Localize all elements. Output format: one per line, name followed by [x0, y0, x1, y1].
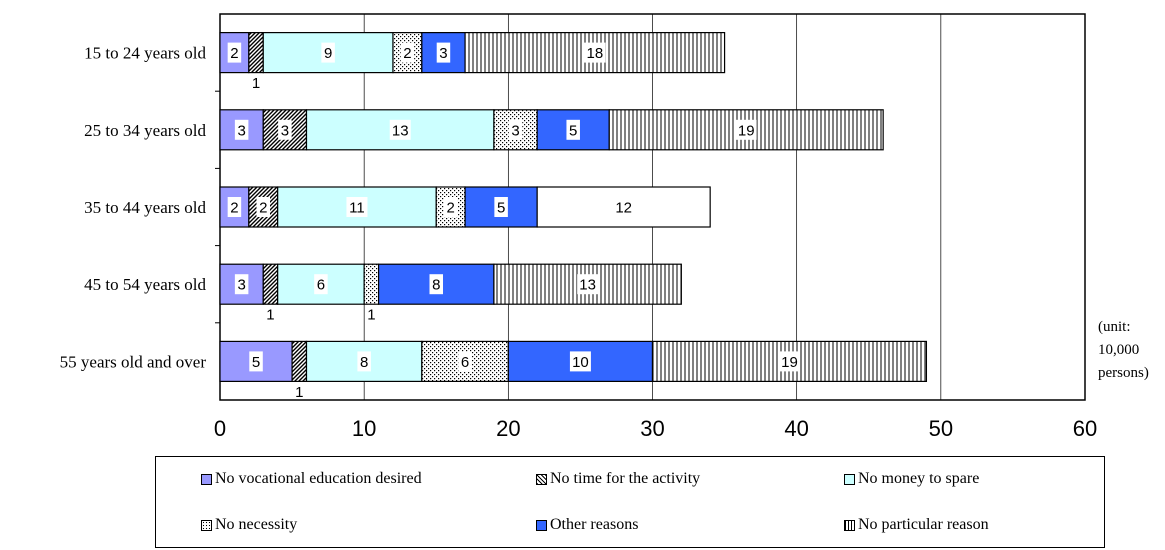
data-label-bg	[443, 197, 458, 217]
data-label: 13	[579, 277, 596, 294]
legend-swatch	[844, 519, 855, 531]
data-label-bg	[778, 351, 800, 372]
data-label: 3	[281, 122, 289, 139]
data-label-bg	[357, 351, 371, 372]
bar-segment	[363, 263, 380, 305]
data-label-bg	[429, 274, 443, 295]
data-label: 13	[392, 122, 409, 139]
legend-swatch	[536, 519, 547, 531]
data-label: 10	[572, 354, 589, 371]
data-label: 2	[230, 45, 238, 62]
bar-segment	[248, 31, 264, 74]
legend-swatch	[536, 473, 547, 485]
legend-item: No time for the activity	[536, 470, 700, 488]
data-label: 9	[324, 45, 332, 62]
legend-label: No time for the activity	[550, 470, 701, 487]
legend-swatch	[201, 473, 212, 485]
data-label-bg	[249, 351, 263, 372]
data-label: 11	[349, 200, 365, 217]
data-label: 1	[266, 307, 274, 324]
data-label-bg	[508, 119, 523, 140]
data-label: 18	[586, 45, 603, 62]
data-label-bg	[584, 42, 606, 63]
legend-label: No vocational education desired	[215, 470, 422, 487]
data-label-bg	[321, 42, 335, 63]
data-label-bg	[256, 197, 270, 217]
data-label: 3	[237, 122, 245, 139]
unit-note: (unit: 10,000 persons)	[1098, 319, 1149, 381]
data-label: 6	[317, 277, 325, 294]
data-label: 1	[295, 384, 303, 401]
data-label-bg	[314, 274, 328, 295]
data-label: 5	[252, 354, 260, 371]
legend-item: No money to spare	[844, 470, 979, 488]
data-label-bg	[494, 197, 508, 217]
data-label-bg	[234, 119, 249, 140]
data-label: 2	[446, 200, 454, 217]
legend-label: Other reasons	[550, 516, 639, 533]
data-label: 2	[230, 200, 238, 217]
x-tick-label: 10	[352, 416, 376, 441]
x-tick-label: 20	[496, 416, 520, 441]
category-label: 45 to 54 years old	[84, 275, 206, 294]
data-label: 6	[461, 354, 469, 371]
data-label-bg	[569, 351, 591, 372]
data-label-bg	[436, 42, 451, 63]
data-label: 8	[360, 354, 368, 371]
category-label: 15 to 24 years old	[84, 44, 206, 63]
data-label-bg	[234, 274, 249, 295]
bar-segment	[262, 263, 279, 305]
data-label: 3	[237, 277, 245, 294]
legend-item: Other reasons	[536, 516, 638, 534]
x-tick-label: 30	[640, 416, 664, 441]
data-label-bg	[458, 351, 472, 372]
data-label: 3	[511, 122, 519, 139]
x-axis-tick-labels: 0 10 20 30 40 50 60	[214, 416, 1097, 441]
data-label-bg	[613, 197, 635, 217]
bar-segment	[493, 109, 538, 151]
legend-label: No necessity	[215, 516, 298, 533]
legend-swatch	[201, 519, 212, 531]
data-label: 8	[432, 277, 440, 294]
legend-item: No vocational education desired	[201, 470, 422, 488]
data-label: 2	[259, 200, 267, 217]
data-label-bg	[278, 119, 292, 140]
category-label: 55 years old and over	[60, 352, 207, 371]
x-tick-label: 50	[929, 416, 953, 441]
legend-item: No necessity	[201, 516, 297, 534]
bar-segment	[536, 186, 711, 228]
data-label-bg	[735, 119, 757, 140]
data-label: 19	[781, 354, 798, 371]
legend: No vocational education desired No time f…	[155, 456, 1105, 548]
data-label: 5	[497, 200, 505, 217]
data-label: 12	[615, 200, 632, 217]
data-label-bg	[566, 119, 580, 140]
bar-segment	[291, 340, 308, 382]
data-label-bg	[577, 274, 599, 295]
data-label: 1	[367, 307, 375, 324]
category-label: 35 to 44 years old	[84, 198, 206, 217]
data-label: 2	[403, 45, 411, 62]
data-label-bg	[227, 197, 242, 217]
legend-label: No particular reason	[858, 516, 989, 533]
y-axis-category-labels: 15 to 24 years old 25 to 34 years old 35 t…	[60, 44, 220, 371]
x-tick-label: 0	[214, 416, 226, 441]
legend-item: No particular reason	[844, 516, 989, 534]
x-tick-label: 40	[784, 416, 808, 441]
data-label-bg	[346, 197, 368, 217]
x-tick-label: 60	[1073, 416, 1097, 441]
legend-swatch	[844, 473, 855, 485]
data-label-bg	[389, 119, 411, 140]
data-label: 1	[252, 75, 260, 92]
data-label-bg	[227, 42, 242, 63]
category-label: 25 to 34 years old	[84, 121, 206, 140]
legend-label: No money to spare	[858, 470, 980, 487]
data-label-bg	[400, 42, 415, 63]
data-label: 3	[439, 45, 447, 62]
data-label: 19	[738, 122, 755, 139]
bar-segment	[277, 263, 365, 305]
data-label: 5	[569, 122, 577, 139]
